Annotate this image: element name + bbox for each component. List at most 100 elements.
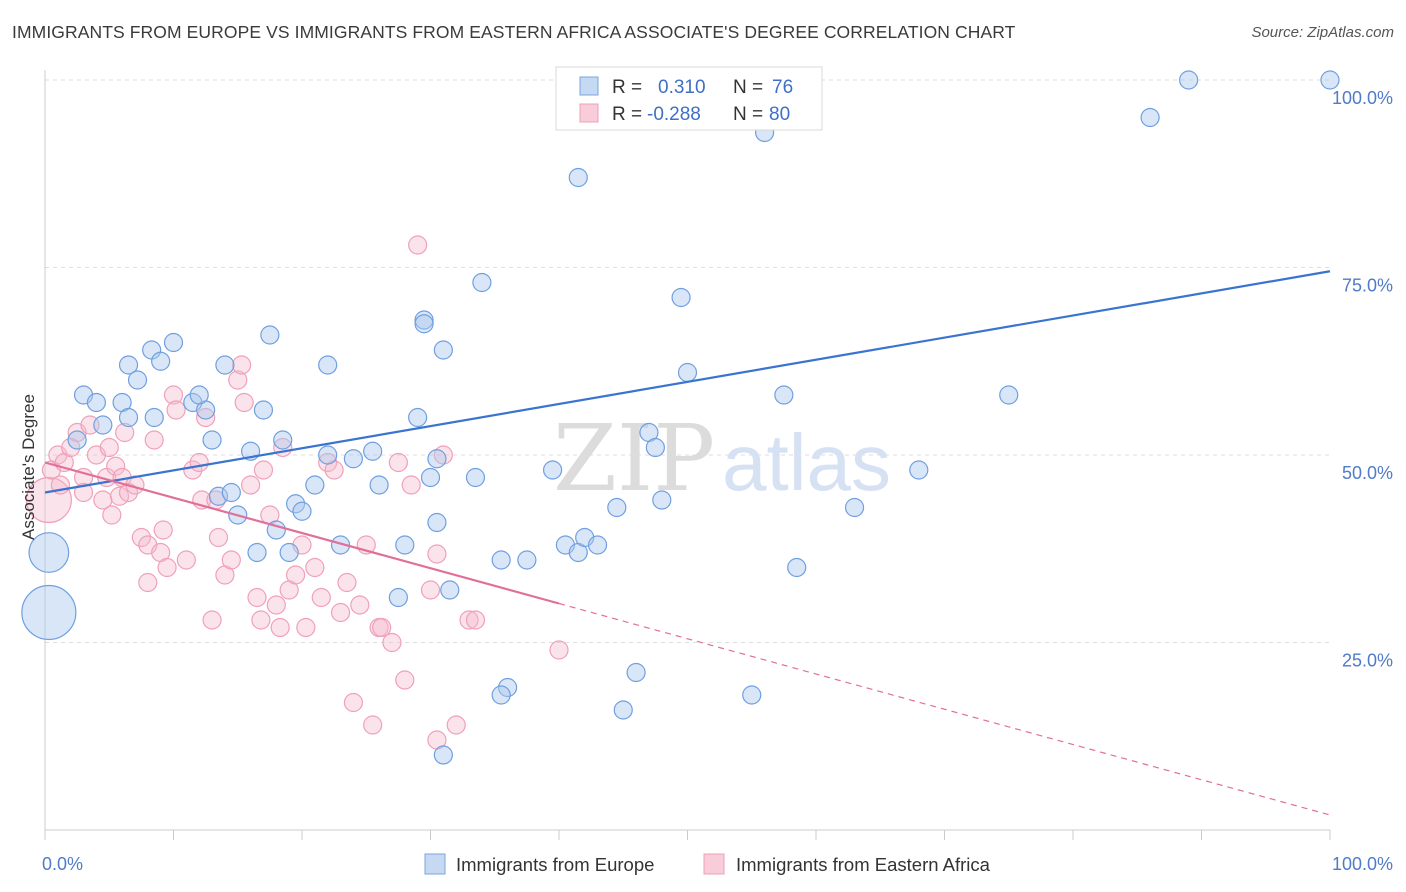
europe-point (247, 542, 267, 563)
europe-point (273, 430, 293, 450)
europe-point (433, 745, 453, 765)
europe-point (844, 497, 865, 518)
eastern-africa-point (408, 235, 428, 255)
europe-point (1320, 70, 1340, 90)
europe-point (645, 437, 665, 458)
eastern-africa-point (388, 452, 408, 473)
europe-point (440, 580, 460, 600)
europe-point (427, 512, 447, 533)
europe-point (363, 441, 383, 461)
eastern-africa-point (459, 610, 479, 630)
europe-point (568, 167, 588, 188)
eastern-africa-point (251, 610, 271, 630)
eastern-africa-point (99, 437, 119, 458)
eastern-africa-point (363, 715, 383, 735)
europe-point (93, 415, 113, 435)
eastern-africa-point (241, 475, 261, 495)
europe-point (491, 685, 511, 705)
bottom-legend-swatch-eastern-africa (703, 853, 725, 875)
eastern-africa-point (208, 527, 229, 548)
europe-point (118, 407, 139, 428)
europe-point (86, 392, 107, 413)
eastern-africa-point (253, 460, 274, 480)
europe-point (127, 370, 148, 390)
eastern-africa-point (350, 595, 370, 615)
x-tick-label-max: 100.0% (1332, 854, 1393, 874)
eastern-africa-point (305, 557, 325, 578)
eastern-africa-point (232, 355, 252, 375)
legend-swatch-europe (579, 76, 599, 96)
eastern-africa-point (318, 452, 338, 473)
europe-point (118, 355, 139, 375)
eastern-africa-point (285, 565, 306, 585)
europe-point (151, 351, 171, 371)
europe-point (420, 467, 441, 488)
europe-point (999, 385, 1019, 405)
eastern-africa-point (330, 602, 351, 623)
legend-n-value-eastern-africa: 80 (769, 104, 790, 125)
eastern-africa-point (163, 385, 184, 405)
x-tick-labels: 0.0% 100.0% (42, 854, 1393, 874)
stats-legend: R = 0.310 N = 76 R = -0.288 N = 80 (555, 66, 823, 131)
europe-point (369, 475, 389, 495)
eastern-africa-point (427, 544, 447, 564)
y-tick-labels: 100.0% 75.0% 50.0% 25.0% (1332, 88, 1393, 671)
europe-point (28, 532, 70, 573)
europe-point (909, 460, 929, 480)
europe-point (253, 400, 274, 420)
eastern-africa-point (189, 452, 209, 473)
europe-point (215, 355, 235, 375)
europe-point (260, 325, 280, 345)
europe-point (318, 355, 338, 375)
eastern-africa-point (221, 550, 241, 570)
europe-point (202, 430, 222, 450)
eastern-africa-point (25, 476, 72, 524)
europe-point (517, 550, 537, 570)
eastern-africa-point (73, 482, 94, 503)
europe-point (67, 430, 87, 450)
eastern-africa-point (234, 392, 254, 413)
europe-point (279, 542, 299, 563)
eastern-africa-point (247, 587, 267, 608)
eastern-africa-point (138, 572, 158, 593)
europe-point (587, 535, 608, 555)
europe-point (221, 482, 241, 503)
trend-line-eastern-africa-dashed (558, 602, 1331, 816)
stats-legend-box (555, 66, 823, 131)
europe-point (787, 557, 807, 578)
eastern-africa-point (266, 595, 286, 615)
europe-point (414, 314, 434, 334)
eastern-africa-point (102, 505, 122, 525)
legend-n-value-europe: 76 (772, 77, 793, 98)
eastern-africa-point (106, 456, 126, 476)
eastern-africa-point (176, 550, 196, 570)
bottom-legend-swatch-europe (424, 853, 446, 875)
europe-point (742, 685, 762, 705)
source-label: Source: ZipAtlas.com (1251, 24, 1394, 41)
legend-r-label-europe: R = (612, 77, 642, 98)
eastern-africa-point (395, 670, 415, 690)
watermark-zip: ZIP (553, 405, 715, 512)
europe-point (613, 700, 633, 720)
eastern-africa-point (131, 527, 151, 548)
europe-point (671, 287, 691, 308)
legend-r-label-eastern-africa: R = (612, 104, 642, 125)
europe-point (677, 362, 698, 383)
europe-point (427, 449, 447, 469)
europe-point (652, 490, 672, 510)
bottom-legend-label-europe: Immigrants from Europe (456, 854, 654, 875)
x-tick-label-min: 0.0% (42, 854, 83, 874)
trend-lines (44, 270, 1331, 816)
legend-swatch-eastern-africa (579, 103, 599, 123)
europe-point (388, 587, 408, 608)
chart-title: IMMIGRANTS FROM EUROPE VS IMMIGRANTS FRO… (12, 22, 1016, 42)
europe-point (1140, 107, 1160, 128)
europe-point (433, 340, 453, 360)
y-tick-label-25: 25.0% (1342, 651, 1393, 671)
europe-point (208, 486, 229, 506)
eastern-africa-point (296, 617, 316, 638)
eastern-africa-point (144, 430, 164, 450)
europe-point (318, 445, 338, 465)
eastern-africa-point (343, 692, 363, 713)
